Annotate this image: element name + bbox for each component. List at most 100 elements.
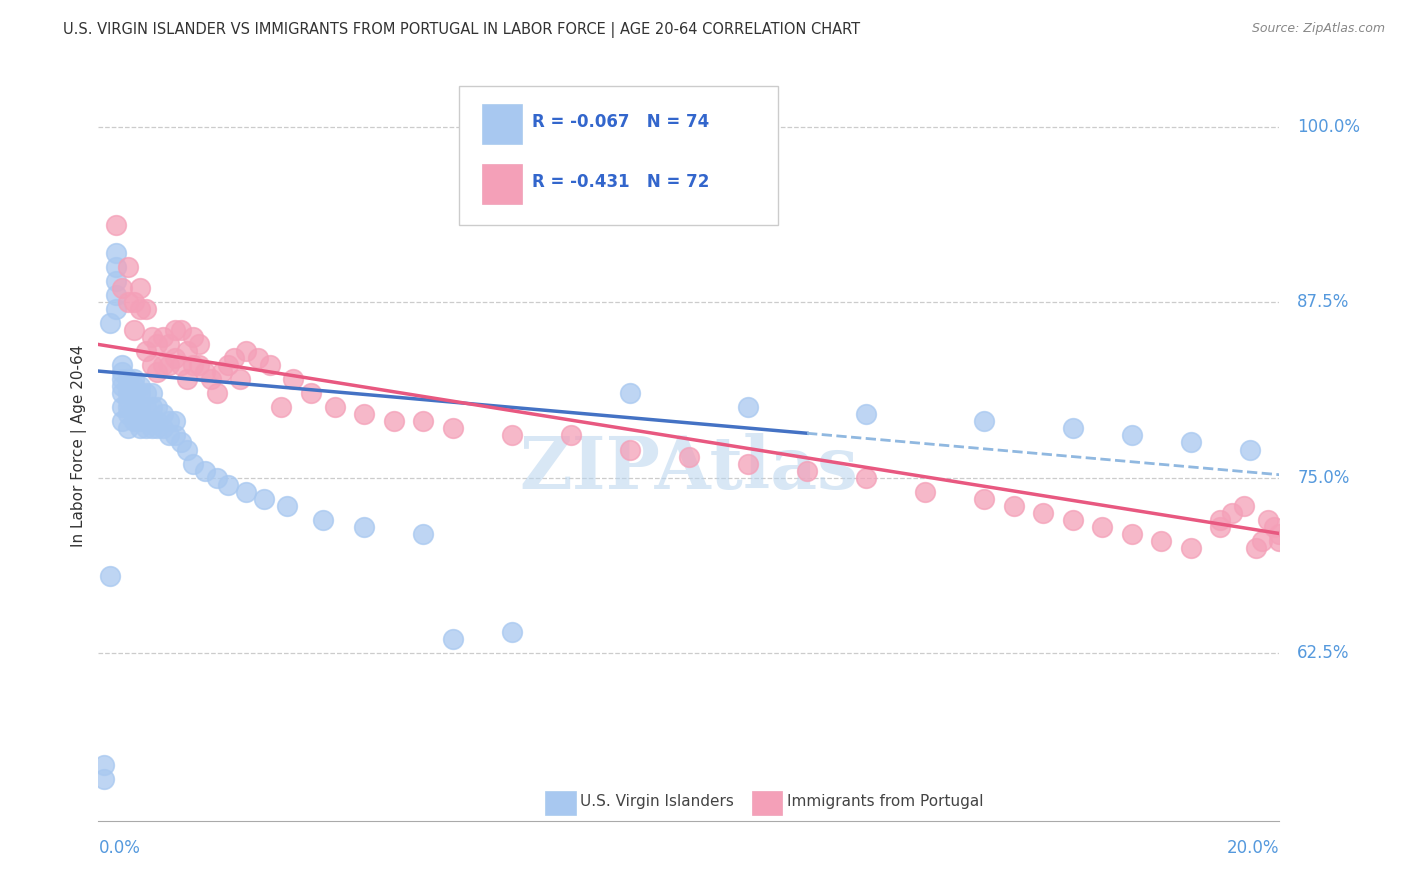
Point [152, 408, 174, 422]
Point [224, 351, 246, 366]
Point [1257, 512, 1279, 526]
Point [259, 359, 281, 373]
Point [973, 491, 995, 506]
Point [146, 366, 169, 380]
Point [117, 386, 139, 401]
Point [1233, 499, 1256, 513]
Point [323, 401, 346, 415]
Point [111, 281, 134, 295]
Point [187, 337, 209, 351]
Point [105, 275, 128, 289]
Text: R = -0.067   N = 74: R = -0.067 N = 74 [531, 113, 709, 131]
Point [157, 415, 180, 429]
Point [93, 772, 115, 786]
Point [914, 484, 936, 499]
Point [165, 323, 187, 337]
Point [1209, 512, 1232, 526]
Point [382, 415, 405, 429]
Point [176, 372, 198, 386]
Point [141, 330, 163, 344]
Point [111, 359, 134, 373]
Point [253, 491, 276, 506]
Point [200, 372, 222, 386]
Point [122, 372, 145, 386]
Point [217, 477, 239, 491]
Point [146, 415, 169, 429]
Point [181, 359, 204, 373]
Point [181, 457, 204, 471]
Point [122, 379, 145, 393]
Point [855, 470, 877, 484]
Point [135, 421, 157, 435]
Point [235, 344, 257, 359]
Point [135, 401, 157, 415]
Point [170, 359, 193, 373]
Point [128, 302, 150, 317]
Point [117, 401, 139, 415]
Point [1180, 435, 1202, 450]
Point [205, 470, 228, 484]
Point [501, 624, 523, 639]
Point [105, 260, 128, 275]
Point [1244, 541, 1267, 555]
FancyBboxPatch shape [752, 790, 782, 814]
Text: 0.0%: 0.0% [98, 838, 141, 857]
Point [1180, 541, 1202, 555]
Point [973, 415, 995, 429]
Point [141, 415, 163, 429]
Point [1220, 506, 1243, 520]
Point [117, 372, 139, 386]
Text: 62.5%: 62.5% [1298, 643, 1350, 662]
Y-axis label: In Labor Force | Age 20-64: In Labor Force | Age 20-64 [72, 345, 87, 547]
Point [229, 372, 252, 386]
Point [122, 295, 145, 310]
Point [312, 512, 335, 526]
Point [1121, 526, 1143, 541]
Point [1268, 526, 1291, 541]
Point [111, 372, 134, 386]
Point [501, 428, 523, 442]
Point [1002, 499, 1025, 513]
Point [187, 359, 209, 373]
Point [157, 337, 180, 351]
Point [111, 386, 134, 401]
Point [737, 457, 759, 471]
Point [152, 359, 174, 373]
Text: U.S. VIRGIN ISLANDER VS IMMIGRANTS FROM PORTUGAL IN LABOR FORCE | AGE 20-64 CORR: U.S. VIRGIN ISLANDER VS IMMIGRANTS FROM … [63, 22, 860, 38]
Point [205, 386, 228, 401]
Point [122, 401, 145, 415]
Point [135, 302, 157, 317]
Point [152, 330, 174, 344]
Point [1032, 506, 1054, 520]
Text: Immigrants from Portugal: Immigrants from Portugal [787, 795, 983, 809]
Point [796, 463, 818, 477]
Point [128, 281, 150, 295]
Point [560, 428, 582, 442]
Point [270, 401, 292, 415]
Point [1250, 533, 1272, 548]
Point [141, 401, 163, 415]
Point [141, 421, 163, 435]
Point [1091, 519, 1114, 533]
Point [165, 415, 187, 429]
Point [176, 442, 198, 457]
Point [117, 295, 139, 310]
Point [1121, 428, 1143, 442]
Point [299, 386, 322, 401]
Point [170, 435, 193, 450]
Point [122, 415, 145, 429]
Point [146, 421, 169, 435]
Point [181, 330, 204, 344]
Point [141, 386, 163, 401]
Point [146, 401, 169, 415]
Point [176, 344, 198, 359]
Point [235, 484, 257, 499]
Point [1263, 519, 1285, 533]
Point [441, 421, 464, 435]
Point [170, 323, 193, 337]
Point [105, 246, 128, 260]
Point [128, 415, 150, 429]
Text: Source: ZipAtlas.com: Source: ZipAtlas.com [1251, 22, 1385, 36]
Point [128, 386, 150, 401]
Point [211, 366, 233, 380]
